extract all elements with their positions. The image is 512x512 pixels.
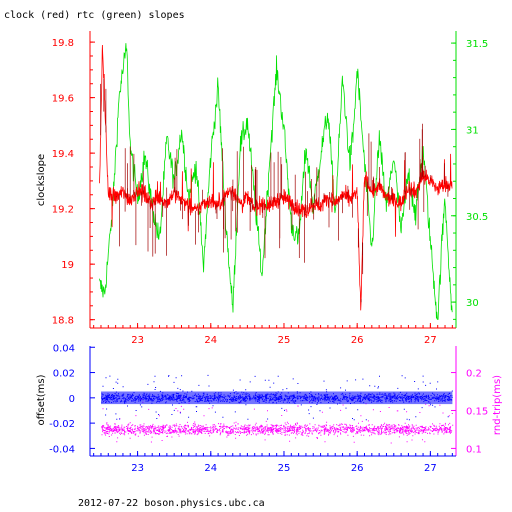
y-tick-label: 19.8: [52, 38, 74, 49]
x-tick-label-bottom: 27: [424, 463, 437, 474]
top-panel: 18.8 19 19.2 19.4 19.6 19.8 30 30.5 31 31.5 23 24 25…: [36, 31, 488, 346]
y-tick-label: 19.4: [52, 149, 74, 160]
y-tick-label: 19: [61, 260, 74, 271]
series-rndtrip-points: [101, 397, 454, 444]
rndtrip-tick-label: 0.2: [466, 369, 482, 380]
y-axis-label: clockslope: [36, 154, 47, 206]
chart-title: clock (red) rtc (green) slopes: [4, 10, 185, 21]
x-tick-label-bottom: 26: [351, 463, 364, 474]
offset-tick-label: -0.02: [49, 419, 75, 430]
x-tick-label: 26: [351, 335, 364, 346]
rndtrip-tick-label: 0.15: [466, 406, 488, 417]
y2-tick-label: 30: [466, 298, 479, 309]
y-tick-label: 19.2: [52, 205, 74, 216]
x-tick-label: 27: [424, 335, 437, 346]
rndtrip-tick-label: 0.1: [466, 444, 482, 455]
x-tick-label: 23: [131, 335, 144, 346]
x-tick-label-bottom: 23: [131, 463, 144, 474]
x-tick-label: 24: [204, 335, 217, 346]
series-rtc-slope-line: [99, 43, 453, 320]
offset-tick-label: 0.02: [53, 369, 75, 380]
offset-tick-label: 0: [69, 394, 75, 405]
offset-density-band: [101, 391, 453, 405]
series-clock-slope-line: [99, 44, 453, 311]
offset-tick-label: -0.04: [49, 444, 75, 455]
y-tick-label: 18.8: [52, 316, 74, 327]
y2-tick-label: 31.5: [466, 39, 488, 50]
offset-axis-label: offset(ms): [36, 374, 47, 425]
offset-tick-label: 0.04: [53, 343, 75, 354]
rndtrip-axis-label: rnd-trip(ms): [492, 375, 503, 435]
y2-tick-label: 31: [466, 125, 479, 136]
y2-tick-label: 30.5: [466, 212, 488, 223]
x-tick-label-bottom: 25: [278, 463, 291, 474]
x-tick-label: 25: [278, 335, 291, 346]
y-tick-label: 19.6: [52, 94, 74, 105]
bottom-panel: -0.04 -0.02 0 0.02 0.04 0.1 0.15 0.2 23 24 25 26 27 o…: [36, 343, 503, 474]
x-tick-label-bottom: 24: [204, 463, 217, 474]
footer-caption: 2012-07-22 boson.physics.ubc.ca: [78, 498, 265, 509]
